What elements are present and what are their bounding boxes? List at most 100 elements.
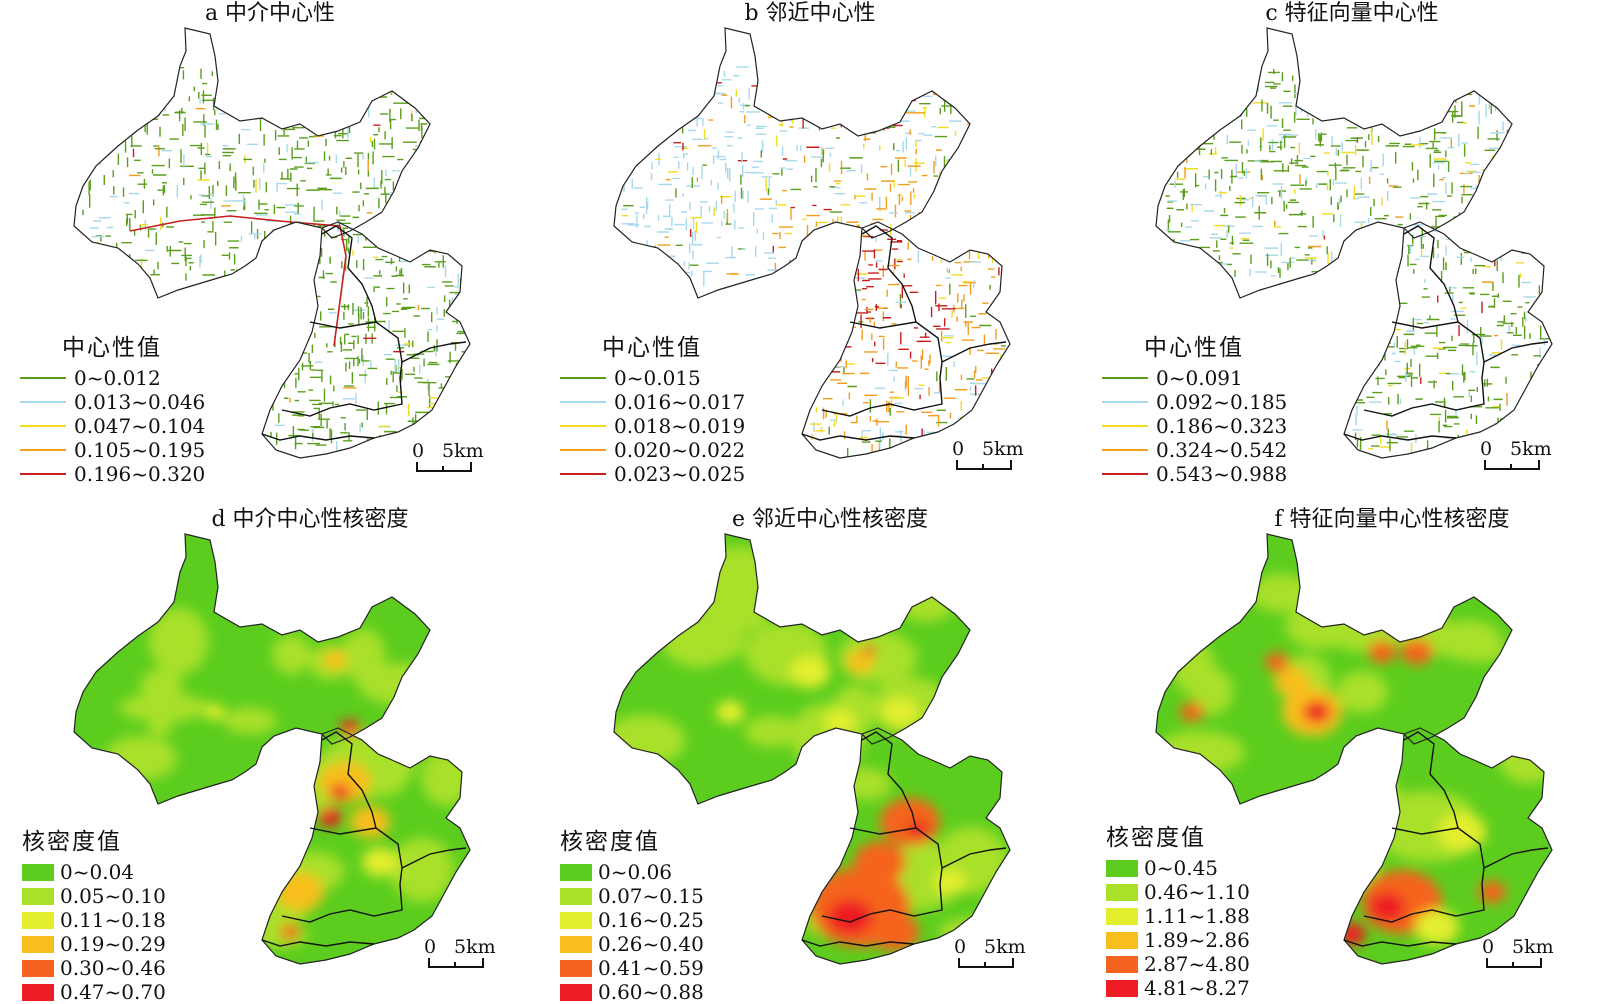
legend: 核密度值 0~0.45 0.46~1.10 1.11~1.88 1.89~2.86 2.… [1106, 818, 1250, 1000]
map [73, 27, 471, 459]
legend-item: 0.324~0.542 [1102, 438, 1287, 462]
legend-item: 0.105~0.195 [20, 438, 205, 462]
legend-item: 1.89~2.86 [1106, 928, 1250, 952]
legend-item: 0.020~0.022 [560, 438, 745, 462]
legend-label: 0~0.45 [1144, 856, 1219, 880]
scale-zero: 0 [1480, 438, 1493, 460]
legend-swatch [1106, 859, 1138, 877]
legend-item: 0.092~0.185 [1102, 390, 1287, 414]
map [1155, 27, 1553, 459]
legend-item: 0.186~0.323 [1102, 414, 1287, 438]
legend-item: 0.60~0.88 [560, 980, 704, 1004]
legend-label: 0.324~0.542 [1156, 438, 1288, 462]
legend-swatch [1102, 449, 1148, 451]
scale-label: 5km [442, 440, 484, 462]
scale-bar: 0 5km [954, 936, 1064, 974]
legend-swatch [22, 935, 54, 953]
legend-item: 0.023~0.025 [560, 462, 745, 486]
legend-swatch [560, 449, 606, 451]
scale-bar: 0 5km [952, 438, 1062, 476]
legend-item: 0~0.45 [1106, 856, 1250, 880]
legend-swatch [560, 911, 592, 929]
legend-label: 0.186~0.323 [1156, 414, 1288, 438]
scale-label: 5km [984, 936, 1026, 958]
legend-title: 中心性值 [1144, 335, 1244, 361]
legend-label: 0.018~0.019 [614, 414, 746, 438]
legend-label: 0.196~0.320 [74, 462, 206, 486]
legend-swatch [560, 425, 606, 427]
panel-closeness-network: b 邻近中心性 中心性值 0~0.015 0.016~0.017 0.018~0.0… [540, 0, 1070, 496]
legend: 中心性值 0~0.015 0.016~0.017 0.018~0.019 0.020~… [560, 328, 745, 486]
legend-label: 0.047~0.104 [74, 414, 206, 438]
legend-item: 0~0.06 [560, 860, 704, 884]
legend-label: 0~0.06 [598, 860, 673, 884]
legend-title: 核密度值 [22, 829, 122, 855]
legend-swatch [1102, 425, 1148, 427]
legend: 中心性值 0~0.012 0.013~0.046 0.047~0.104 0.105~… [20, 328, 205, 486]
scale-zero: 0 [954, 936, 967, 958]
panel-title: b 邻近中心性 [744, 1, 876, 26]
legend-swatch [1106, 907, 1138, 925]
legend-swatch [22, 887, 54, 905]
legend-swatch [1106, 955, 1138, 973]
legend-swatch [20, 473, 66, 475]
scale-label: 5km [1512, 936, 1554, 958]
legend-label: 0.092~0.185 [1156, 390, 1288, 414]
legend-item: 0~0.015 [560, 366, 745, 390]
legend: 核密度值 0~0.06 0.07~0.15 0.16~0.25 0.26~0.40 0.… [560, 822, 704, 1004]
legend-label: 0.05~0.10 [60, 884, 166, 908]
legend-label: 0~0.04 [60, 860, 135, 884]
legend-swatch [560, 959, 592, 977]
legend-label: 0.26~0.40 [598, 932, 704, 956]
panel-title: f 特征向量中心性核密度 [1274, 507, 1510, 532]
legend-label: 0.11~0.18 [60, 908, 166, 932]
legend-swatch [1102, 401, 1148, 403]
legend-swatch [1106, 931, 1138, 949]
scale-label: 5km [1510, 438, 1552, 460]
legend-item: 0.016~0.017 [560, 390, 745, 414]
legend-label: 0.105~0.195 [74, 438, 206, 462]
legend-swatch [560, 473, 606, 475]
legend-item: 0.05~0.10 [22, 884, 166, 908]
map [73, 533, 471, 965]
legend-swatch [20, 425, 66, 427]
legend-label: 0~0.012 [74, 366, 161, 390]
legend-label: 0~0.091 [1156, 366, 1243, 390]
legend-label: 0.41~0.59 [598, 956, 704, 980]
legend-label: 1.89~2.86 [1144, 928, 1250, 952]
legend-label: 0.46~1.10 [1144, 880, 1250, 904]
legend-title: 核密度值 [560, 829, 660, 855]
legend-swatch [22, 863, 54, 881]
legend-item: 0.047~0.104 [20, 414, 205, 438]
legend-item: 0.543~0.988 [1102, 462, 1287, 486]
legend-label: 0.19~0.29 [60, 932, 166, 956]
map [1155, 533, 1553, 965]
scale-zero: 0 [424, 936, 437, 958]
legend-label: 0.020~0.022 [614, 438, 746, 462]
scale-zero: 0 [952, 438, 965, 460]
legend-swatch [20, 449, 66, 451]
legend-swatch [20, 377, 66, 379]
legend-item: 0.41~0.59 [560, 956, 704, 980]
legend-label: 0.543~0.988 [1156, 462, 1288, 486]
legend-item: 0.196~0.320 [20, 462, 205, 486]
legend-label: 0~0.015 [614, 366, 701, 390]
legend-label: 0.016~0.017 [614, 390, 746, 414]
legend-swatch [560, 935, 592, 953]
legend-label: 4.81~8.27 [1144, 976, 1250, 1000]
map [613, 27, 1011, 459]
scale-label: 5km [454, 936, 496, 958]
legend-label: 1.11~1.88 [1144, 904, 1250, 928]
scale-label: 5km [982, 438, 1024, 460]
legend-swatch [560, 401, 606, 403]
legend-swatch [1102, 377, 1148, 379]
panel-eigenvector-network: c 特征向量中心性 中心性值 0~0.091 0.092~0.185 0.186~0… [1082, 0, 1600, 496]
legend-label: 0.47~0.70 [60, 980, 166, 1004]
legend-swatch [22, 983, 54, 1001]
panel-title: d 中介中心性核密度 [211, 507, 409, 532]
legend-swatch [560, 863, 592, 881]
legend-label: 0.16~0.25 [598, 908, 704, 932]
legend-item: 0~0.091 [1102, 366, 1287, 390]
legend: 中心性值 0~0.091 0.092~0.185 0.186~0.323 0.324~… [1102, 328, 1287, 486]
